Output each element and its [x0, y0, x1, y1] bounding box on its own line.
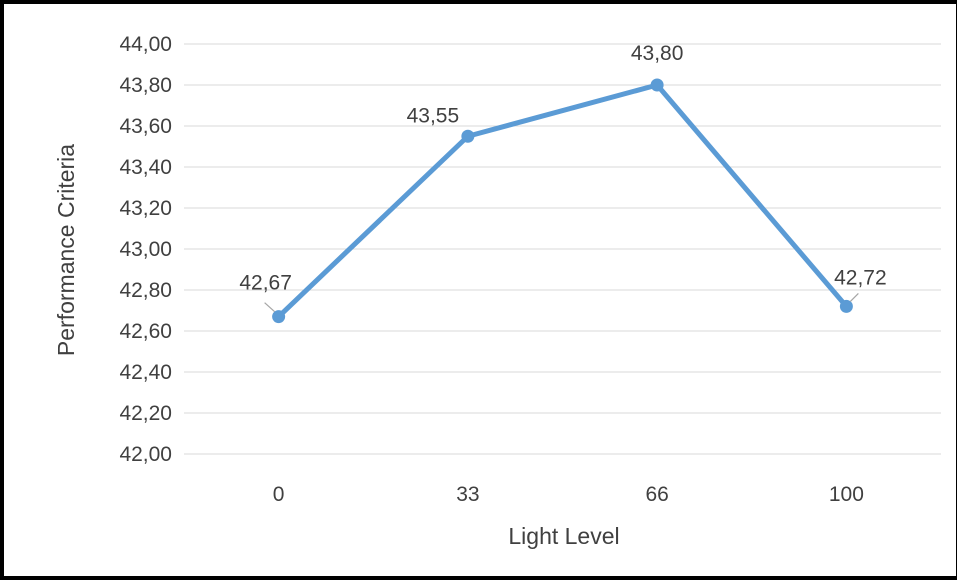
y-tick-label: 42,40 [119, 361, 172, 384]
y-tick-label: 43,80 [119, 74, 172, 97]
x-tick-label: 100 [829, 483, 864, 506]
y-axis-title: Performance Criteria [53, 144, 79, 356]
data-label: 42,72 [834, 266, 887, 289]
data-label-leader [264, 302, 276, 313]
x-tick-label: 33 [456, 483, 479, 506]
y-tick-label: 43,00 [119, 238, 172, 261]
data-point [461, 129, 475, 143]
data-label: 43,55 [407, 104, 460, 127]
x-tick-label: 0 [273, 483, 285, 506]
data-point [839, 299, 853, 313]
line-chart: 42,00 42,20 42,40 42,60 42,80 43,00 43,20 43,40… [53, 33, 941, 549]
data-label: 42,67 [239, 272, 292, 295]
data-point [272, 310, 286, 324]
data-point [650, 78, 664, 92]
x-axis-tick-labels: 0 33 66 100 [273, 483, 864, 506]
y-tick-label: 43,20 [119, 197, 172, 220]
x-tick-label: 66 [645, 483, 668, 506]
y-tick-label: 42,80 [119, 279, 172, 302]
y-tick-label: 42,20 [119, 402, 172, 425]
y-tick-label: 42,00 [119, 443, 172, 466]
y-tick-label: 44,00 [119, 33, 172, 56]
data-label: 43,80 [631, 42, 684, 65]
series-line [276, 82, 849, 320]
data-labels: 42,67 43,55 43,80 42,72 [239, 42, 887, 313]
gridlines [184, 43, 941, 455]
data-label-leader [849, 292, 859, 302]
y-tick-label: 43,60 [119, 115, 172, 138]
y-axis-tick-labels: 42,00 42,20 42,40 42,60 42,80 43,00 43,20 43,40… [119, 33, 172, 466]
x-axis-title: Light Level [508, 523, 619, 549]
y-tick-label: 42,60 [119, 320, 172, 343]
series-layer [272, 78, 853, 324]
y-tick-label: 43,40 [119, 156, 172, 179]
